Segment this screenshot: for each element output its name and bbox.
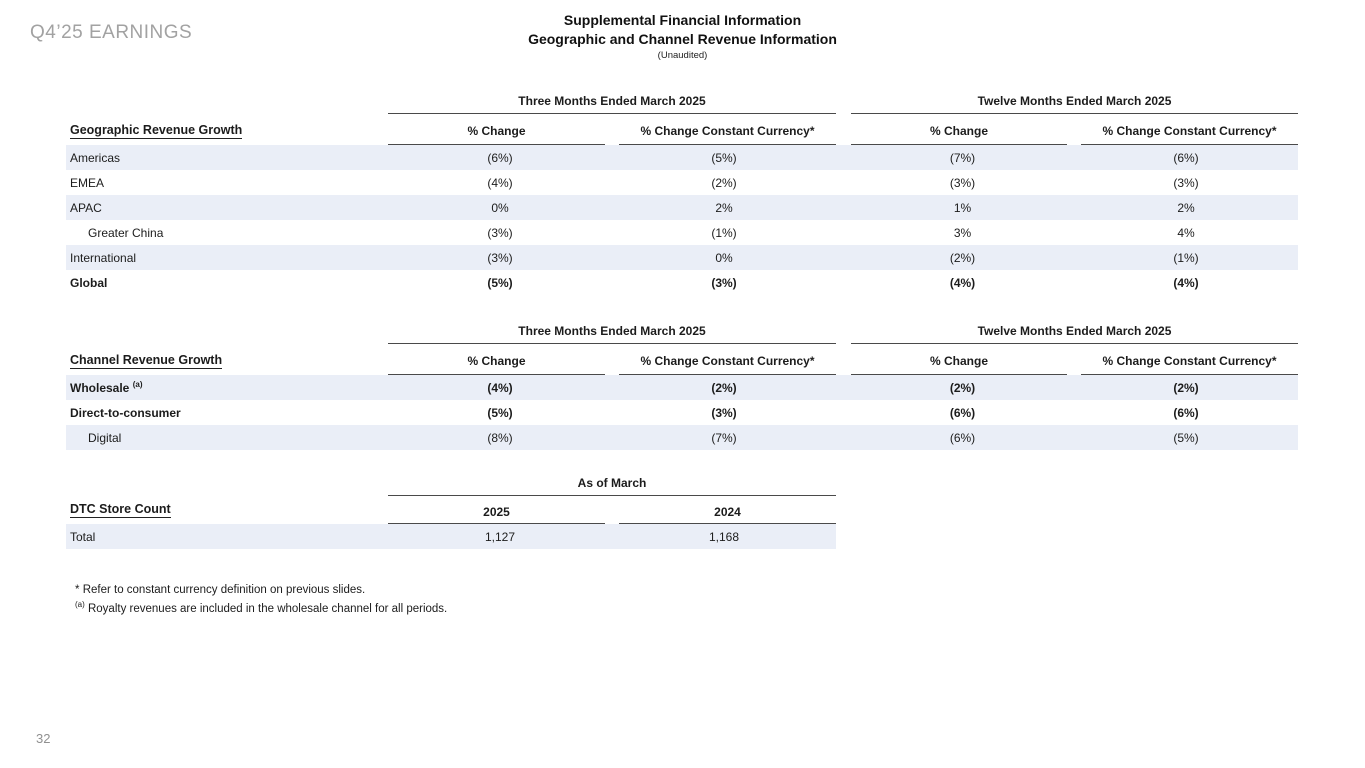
row-label: Wholesale (a)	[70, 380, 143, 395]
cell-value: (2%)	[949, 380, 976, 395]
footnote-marker: *	[75, 584, 80, 596]
row-label: EMEA	[70, 175, 105, 190]
row-label: Total	[70, 529, 96, 544]
table-row: Digital (8%) (7%) (6%) (5%)	[66, 425, 1298, 450]
cell-value: (2%)	[949, 250, 976, 265]
footnotes: * Refer to constant currency definition …	[75, 583, 447, 616]
cell-value: (6%)	[949, 430, 976, 445]
store-section-label: DTC Store Count	[70, 502, 171, 518]
cell-value: (7%)	[711, 430, 737, 445]
unaudited-note: (Unaudited)	[657, 50, 708, 61]
row-label: Global	[70, 275, 108, 290]
table-row-total: Global (5%) (3%) (4%) (4%)	[66, 270, 1298, 295]
cell-value: (4%)	[487, 175, 513, 190]
row-label: Digital	[88, 430, 122, 445]
channel-col-header-1: % Change Constant Currency*	[619, 344, 836, 375]
cell-value: (3%)	[487, 250, 513, 265]
cell-value: 1,168	[708, 529, 740, 544]
channel-column-header-row: Channel Revenue Growth % Change % Change…	[66, 344, 1298, 375]
cell-value: 0%	[715, 250, 733, 265]
table-row: International (3%) 0% (2%) (1%)	[66, 245, 1298, 270]
cell-value: (5%)	[487, 275, 513, 290]
cell-value: (2%)	[711, 175, 737, 190]
cell-value: (3%)	[711, 275, 737, 290]
cell-value: (4%)	[1173, 275, 1199, 290]
cell-value: 2%	[1177, 200, 1195, 215]
footnote-constant-currency: * Refer to constant currency definition …	[75, 584, 366, 596]
cell-value: (1%)	[711, 225, 737, 240]
cell-value: (4%)	[949, 275, 976, 290]
cell-value: (4%)	[487, 380, 513, 395]
cell-value: (3%)	[949, 175, 976, 190]
table-row: Direct-to-consumer (5%) (3%) (6%) (6%)	[66, 400, 1298, 425]
cell-value: (3%)	[487, 225, 513, 240]
channel-revenue-table: Three Months Ended March 2025 Twelve Mon…	[66, 324, 1298, 450]
table-row: APAC 0% 2% 1% 2%	[66, 195, 1298, 220]
footnote-marker: (a)	[132, 380, 143, 389]
channel-col-header-0: % Change	[388, 344, 605, 375]
channel-col-header-2: % Change	[851, 344, 1067, 375]
geo-column-header-row: Geographic Revenue Growth % Change % Cha…	[66, 114, 1298, 145]
channel-group-header-12m: Twelve Months Ended March 2025	[851, 324, 1298, 344]
cell-value: (7%)	[949, 150, 976, 165]
cell-value: 0%	[491, 200, 509, 215]
row-label: Americas	[70, 150, 121, 165]
store-col-header-2025: 2025	[388, 496, 605, 524]
geo-col-header-2: % Change	[851, 114, 1067, 145]
deck-title: Q4’25 EARNINGS	[30, 22, 193, 43]
footnote-marker: (a)	[75, 599, 85, 609]
cell-value: (5%)	[1173, 430, 1199, 445]
slide-title-line2: Geographic and Channel Revenue Informati…	[528, 31, 837, 47]
geo-group-header-3m: Three Months Ended March 2025	[388, 94, 836, 114]
cell-value: 2%	[715, 200, 733, 215]
geo-section-label: Geographic Revenue Growth	[70, 123, 243, 139]
cell-value: (2%)	[711, 380, 737, 395]
slide-title-line1: Supplemental Financial Information	[563, 12, 802, 28]
table-row: EMEA (4%) (2%) (3%) (3%)	[66, 170, 1298, 195]
cell-value: (6%)	[487, 150, 513, 165]
cell-value: 1%	[953, 200, 972, 215]
row-label: International	[70, 250, 137, 265]
channel-col-header-3: % Change Constant Currency*	[1081, 344, 1298, 375]
cell-value: 4%	[1177, 225, 1195, 240]
page-number: 32	[36, 731, 51, 746]
geo-group-header-row: Three Months Ended March 2025 Twelve Mon…	[66, 94, 1298, 114]
cell-value: (5%)	[487, 405, 513, 420]
geo-col-header-0: % Change	[388, 114, 605, 145]
geo-col-header-3: % Change Constant Currency*	[1081, 114, 1298, 145]
cell-value: (6%)	[1173, 150, 1199, 165]
store-col-header-2024: 2024	[619, 496, 836, 524]
slide-title-block: Supplemental Financial Information Geogr…	[0, 11, 1365, 62]
cell-value: (1%)	[1173, 250, 1199, 265]
channel-section-label: Channel Revenue Growth	[70, 353, 223, 369]
table-row: Wholesale (a) (4%) (2%) (2%) (2%)	[66, 375, 1298, 400]
dtc-store-count-table: As of March DTC Store Count 2025 2024 To…	[66, 476, 1298, 549]
store-column-header-row: DTC Store Count 2025 2024	[66, 496, 836, 524]
geo-col-header-1: % Change Constant Currency*	[619, 114, 836, 145]
table-row-total: Total 1,127 1,168	[66, 524, 836, 549]
cell-value: (5%)	[711, 150, 737, 165]
table-row: Greater China (3%) (1%) 3% 4%	[66, 220, 1298, 245]
cell-value: (3%)	[1173, 175, 1199, 190]
row-label: APAC	[70, 200, 102, 215]
row-label: Greater China	[88, 225, 164, 240]
store-group-header: As of March	[388, 476, 836, 496]
table-row: Americas (6%) (5%) (7%) (6%)	[66, 145, 1298, 170]
cell-value: (3%)	[711, 405, 737, 420]
cell-value: (8%)	[487, 430, 513, 445]
cell-value: 3%	[953, 225, 972, 240]
store-group-header-row: As of March	[66, 476, 836, 496]
cell-value: (6%)	[949, 405, 976, 420]
geo-group-header-12m: Twelve Months Ended March 2025	[851, 94, 1298, 114]
cell-value: (6%)	[1173, 405, 1199, 420]
geographic-revenue-table: Three Months Ended March 2025 Twelve Mon…	[66, 94, 1298, 295]
row-label: Direct-to-consumer	[70, 405, 181, 420]
cell-value: (2%)	[1173, 380, 1199, 395]
channel-group-header-3m: Three Months Ended March 2025	[388, 324, 836, 344]
cell-value: 1,127	[484, 529, 516, 544]
channel-group-header-row: Three Months Ended March 2025 Twelve Mon…	[66, 324, 1298, 344]
footnote-royalty: (a) Royalty revenues are included in the…	[75, 599, 448, 615]
